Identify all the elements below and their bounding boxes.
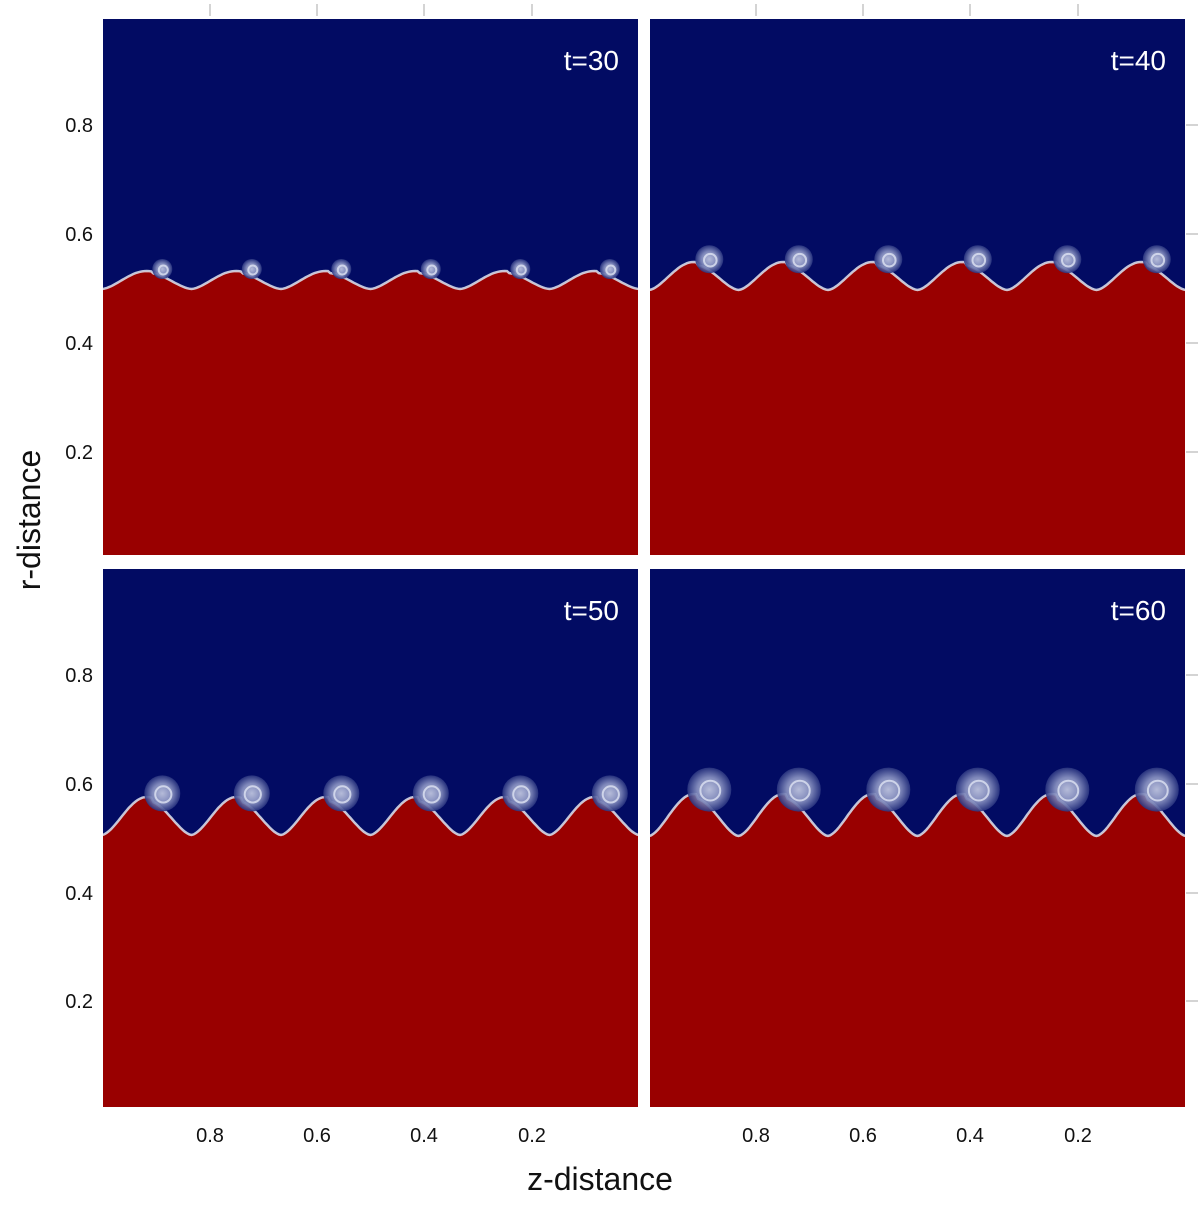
lower-fluid-region bbox=[649, 262, 1186, 556]
time-label: t=60 bbox=[1111, 595, 1166, 626]
vortex-core bbox=[154, 785, 173, 804]
panel-t-60: t=60 bbox=[648, 567, 1187, 1109]
panel-t-50: t=50 bbox=[101, 567, 640, 1109]
vortex-core bbox=[1146, 779, 1169, 802]
vortex-core bbox=[333, 785, 352, 804]
panel-border bbox=[101, 17, 640, 557]
vortex bbox=[152, 259, 173, 279]
fluid-interface bbox=[648, 792, 1187, 838]
vortex-core bbox=[336, 264, 348, 276]
axes: 0.8 0.6 0.4 0.2 0.8 0.6 0.4 0.2 0.8 0.6 0.4 0.2 0.8 0… bbox=[65, 4, 1198, 1147]
vortex bbox=[776, 767, 821, 812]
vortex bbox=[874, 245, 903, 274]
vortex bbox=[1134, 767, 1179, 812]
vortex bbox=[331, 259, 352, 279]
vortex-core bbox=[515, 264, 527, 276]
y-tick-label: 0.2 bbox=[65, 991, 93, 1013]
vortex bbox=[1045, 767, 1090, 812]
panel-grid: t=30 t=40 t=50 t=60 bbox=[101, 17, 1187, 1109]
time-label: t=30 bbox=[564, 45, 619, 76]
vortex-core bbox=[1057, 779, 1080, 802]
vortex bbox=[420, 259, 441, 279]
time-label: t=40 bbox=[1111, 45, 1166, 76]
vortex-core bbox=[243, 785, 262, 804]
vortex-core bbox=[601, 785, 620, 804]
fluid-interface bbox=[101, 269, 640, 291]
vortex bbox=[144, 775, 181, 812]
x-tick-label: 0.4 bbox=[956, 1125, 984, 1147]
y-tick-label: 0.8 bbox=[65, 665, 93, 687]
panel-t-40: t=40 bbox=[648, 17, 1187, 557]
vortex-core bbox=[703, 252, 718, 268]
vortex bbox=[1053, 245, 1082, 274]
y-axis-title: r-distance bbox=[11, 450, 47, 591]
vortex-core bbox=[247, 264, 259, 276]
x-tick-label: 0.4 bbox=[410, 1125, 438, 1147]
y-tick-label: 0.4 bbox=[65, 333, 93, 355]
vortex bbox=[784, 245, 813, 274]
vortex bbox=[599, 259, 620, 279]
vortex bbox=[502, 775, 539, 812]
y-tick-label: 0.2 bbox=[65, 442, 93, 464]
lower-fluid-region bbox=[102, 797, 639, 1108]
panel-border bbox=[648, 17, 1187, 557]
vortex-core bbox=[971, 252, 987, 268]
lower-fluid-region bbox=[102, 271, 639, 556]
vortex bbox=[963, 245, 992, 274]
vortex-core bbox=[878, 779, 901, 802]
vortex-core bbox=[792, 252, 808, 268]
vortex-core bbox=[157, 264, 169, 276]
vortex-core bbox=[967, 779, 990, 802]
vortex-core bbox=[788, 779, 811, 802]
y-tick-label: 0.4 bbox=[65, 883, 93, 905]
vortex bbox=[241, 259, 262, 279]
vortex-core bbox=[1061, 252, 1076, 268]
x-tick-label: 0.6 bbox=[849, 1125, 877, 1147]
x-tick-label: 0.8 bbox=[742, 1125, 770, 1147]
vortex-core bbox=[605, 264, 617, 276]
vortex bbox=[323, 775, 360, 812]
vortex bbox=[233, 775, 270, 812]
fluid-interface bbox=[648, 260, 1187, 292]
y-tick-label: 0.6 bbox=[65, 774, 93, 796]
vortex bbox=[695, 245, 724, 274]
x-axis-title: z-distance bbox=[527, 1161, 673, 1197]
fluid-interface bbox=[101, 795, 640, 837]
vortex bbox=[866, 767, 911, 812]
vortex bbox=[510, 259, 531, 279]
vortex bbox=[591, 775, 628, 812]
vortex bbox=[955, 767, 1000, 812]
vortex-core bbox=[422, 785, 441, 804]
y-tick-label: 0.6 bbox=[65, 224, 93, 246]
vortex-core bbox=[699, 779, 722, 802]
time-label: t=50 bbox=[564, 595, 619, 626]
vortex bbox=[412, 775, 449, 812]
panel-border bbox=[101, 567, 640, 1109]
x-tick-label: 0.2 bbox=[1064, 1125, 1092, 1147]
vortex-core bbox=[426, 264, 438, 276]
vortex bbox=[1142, 245, 1171, 274]
x-tick-label: 0.2 bbox=[518, 1125, 546, 1147]
vortex-core bbox=[1150, 252, 1166, 268]
y-tick-label: 0.8 bbox=[65, 115, 93, 137]
x-tick-label: 0.6 bbox=[303, 1125, 331, 1147]
vortex bbox=[687, 767, 732, 812]
panel-t-30: t=30 bbox=[101, 17, 640, 557]
panel-border bbox=[648, 567, 1187, 1109]
vortex-core bbox=[882, 252, 897, 268]
vortex-core bbox=[512, 785, 531, 804]
x-tick-label: 0.8 bbox=[196, 1125, 224, 1147]
lower-fluid-region bbox=[649, 794, 1186, 1108]
